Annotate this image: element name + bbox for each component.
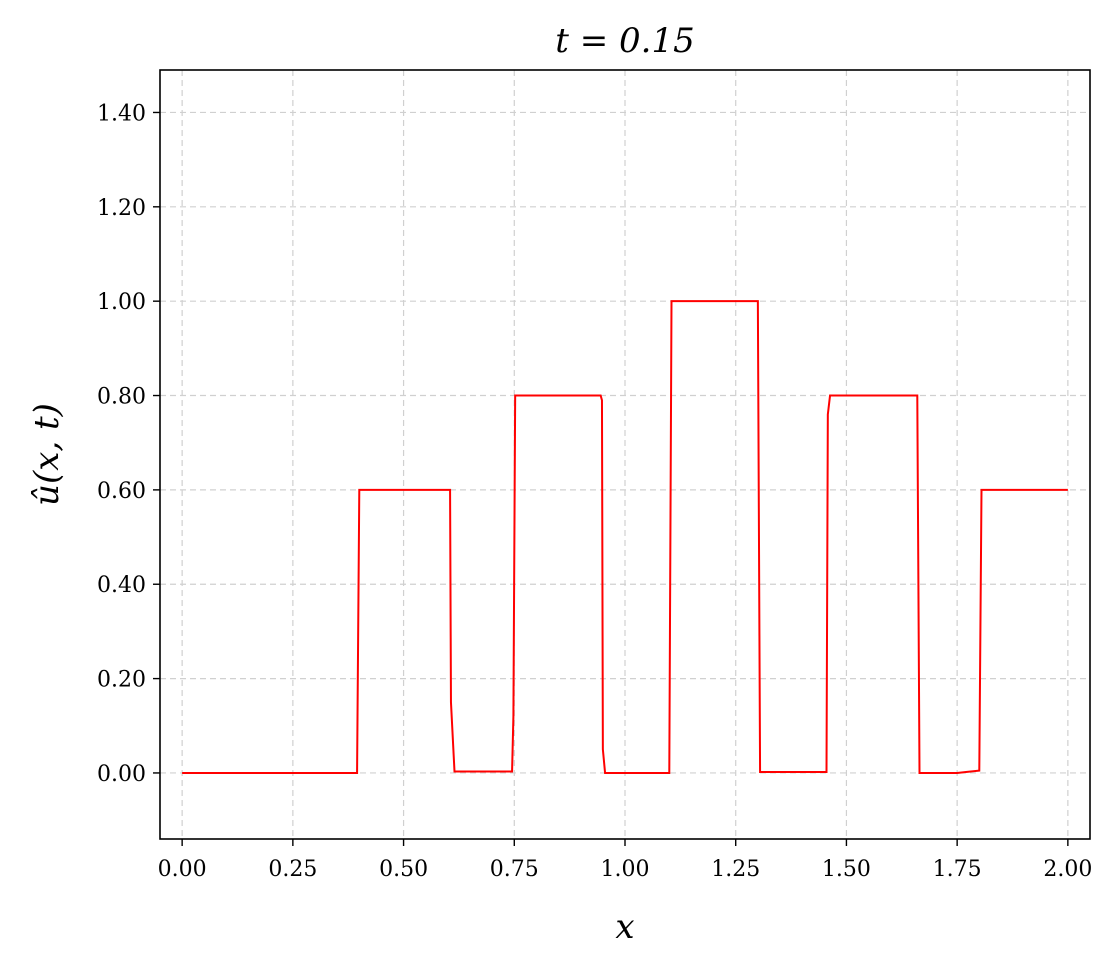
y-tick-label: 0.20 [97, 668, 146, 693]
y-tick-label: 0.00 [97, 762, 146, 787]
x-tick-label: 0.50 [379, 857, 428, 882]
x-tick-label: 1.50 [822, 857, 871, 882]
x-tick-label: 1.75 [933, 857, 982, 882]
x-tick-label: 1.25 [711, 857, 760, 882]
y-tick-label: 1.00 [97, 290, 146, 315]
y-tick-label: 0.40 [97, 573, 146, 598]
chart-title: t = 0.15 [555, 21, 694, 61]
series-layer [182, 300, 1068, 774]
x-tick-label: 0.25 [268, 857, 317, 882]
x-tick-label: 0.75 [490, 857, 539, 882]
y-tick-label: 0.80 [97, 385, 146, 410]
x-axis: 0.00 0.25 0.50 0.75 1.00 1.25 1.50 1.75 2.00 [158, 839, 1092, 882]
y-tick-label: 1.40 [97, 101, 146, 126]
series-line [182, 300, 1068, 774]
y-tick-label: 0.60 [97, 479, 146, 504]
x-tick-label: 2.00 [1043, 857, 1092, 882]
x-axis-label: x [615, 907, 634, 947]
x-tick-label: 0.00 [158, 857, 207, 882]
grid [160, 70, 1090, 839]
y-tick-label: 1.20 [97, 196, 146, 221]
y-axis: 0.00 0.20 0.40 0.60 0.80 1.00 1.20 1.40 [97, 101, 160, 787]
x-tick-label: 1.00 [601, 857, 650, 882]
y-axis-label: û(x, t) [27, 403, 67, 506]
